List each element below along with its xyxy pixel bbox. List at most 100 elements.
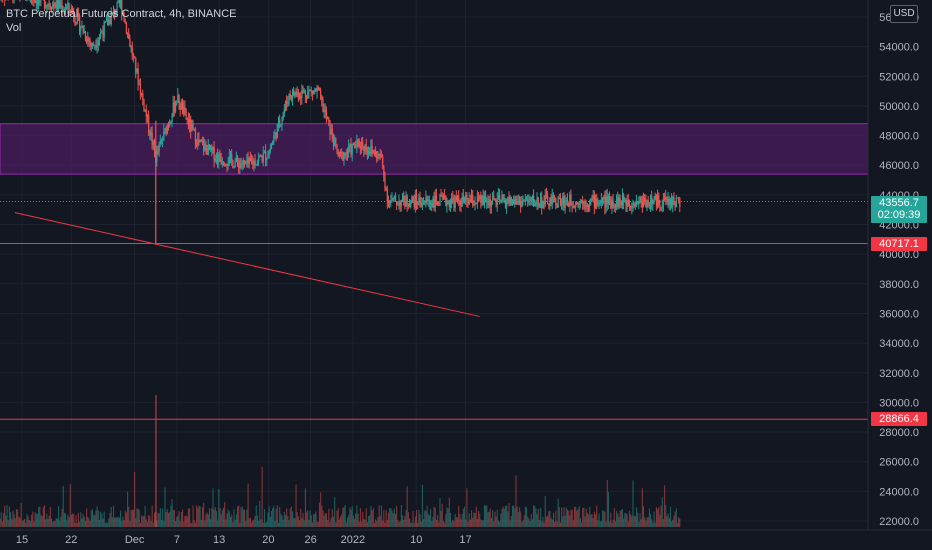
volume-bar: [549, 510, 551, 527]
volume-bar: [678, 517, 680, 527]
candle-body: [187, 118, 190, 126]
volume-bar: [595, 514, 597, 527]
candle-body: [207, 144, 209, 155]
volume-bar: [607, 492, 609, 527]
currency-button[interactable]: USD: [890, 5, 918, 23]
volume-bar: [182, 509, 184, 527]
volume-bar: [156, 520, 158, 527]
candle-body: [454, 196, 456, 208]
candle-body: [628, 205, 631, 207]
candle-body: [492, 195, 494, 201]
candle-body: [143, 99, 145, 111]
candle-body: [178, 95, 180, 107]
volume-bar: [585, 508, 587, 527]
volume-bar: [365, 508, 367, 527]
volume-bar: [558, 507, 560, 527]
candle-body: [582, 200, 584, 204]
candle-body: [406, 196, 408, 205]
price-tick-label: 36000.0: [879, 308, 919, 320]
candle-body: [352, 143, 355, 145]
volume-bar: [548, 511, 550, 527]
volume-bar: [219, 508, 221, 527]
price-tick-label: 40000.0: [879, 249, 919, 261]
volume-bar: [296, 512, 298, 527]
candle-body: [74, 17, 76, 23]
candle-body: [277, 119, 280, 125]
volume-bar: [6, 505, 8, 527]
candle-body: [483, 195, 486, 205]
volume-bar: [633, 515, 635, 527]
volume-bar: [396, 505, 398, 527]
trend-line[interactable]: [14, 212, 480, 317]
volume-bar: [86, 508, 88, 527]
volume-bar: [90, 510, 92, 527]
candle-body: [252, 161, 254, 165]
volume-bar: [610, 512, 612, 527]
candle-body: [183, 106, 185, 114]
candle-body: [276, 124, 278, 139]
volume-bar: [598, 513, 600, 527]
candle-body: [639, 197, 641, 202]
volume-bar: [463, 506, 466, 527]
volume-bar: [488, 511, 490, 527]
volume-bar: [597, 520, 599, 527]
candle-body: [387, 201, 390, 204]
volume-bars: [0, 395, 681, 527]
candle-body: [421, 204, 424, 207]
volume-bar: [535, 508, 537, 527]
candle-body: [265, 151, 267, 161]
volume-bar: [272, 507, 274, 527]
candle-body: [625, 200, 627, 207]
volume-bar: [178, 511, 180, 527]
volume-bar: [444, 522, 446, 527]
volume-bar: [397, 520, 399, 527]
last-price-value: 43556.7: [879, 197, 919, 209]
volume-bar: [276, 505, 278, 527]
volume-bar: [58, 505, 60, 527]
volume-bar: [521, 522, 523, 527]
volume-bar: [451, 522, 453, 527]
volume-bar: [449, 512, 452, 527]
volume-bar: [672, 519, 674, 527]
time-tick-label: 15: [16, 534, 28, 546]
candle-body: [403, 195, 405, 203]
candle-body: [489, 198, 491, 207]
volume-bar: [577, 509, 579, 527]
candle-body: [508, 197, 510, 204]
candle-body: [405, 196, 407, 207]
candle-body: [73, 12, 75, 18]
candle-body: [246, 158, 248, 163]
level-tag-2: 28866.4: [871, 412, 927, 426]
volume-bar: [516, 506, 518, 527]
candle-body: [671, 199, 673, 208]
volume-bar: [620, 509, 622, 527]
volume-bar: [317, 521, 319, 527]
candle-body: [52, 3, 54, 10]
volume-bar: [537, 508, 539, 527]
candle-body: [103, 22, 105, 37]
volume-bar: [203, 502, 205, 527]
candle-body: [225, 164, 227, 166]
candle-body: [258, 157, 260, 162]
candle-body: [35, 0, 37, 3]
candle-body: [245, 161, 247, 163]
candle-body: [465, 194, 467, 199]
candle-body: [148, 114, 150, 132]
candle-body: [472, 195, 474, 205]
candle-body: [151, 132, 153, 145]
candle-body: [665, 197, 667, 200]
volume-bar: [94, 515, 96, 527]
volume-bar: [393, 508, 395, 527]
candle-body: [669, 199, 672, 206]
volume-bar: [664, 485, 666, 527]
volume-bar: [406, 486, 408, 527]
candle-body: [425, 197, 427, 202]
volume-bar: [81, 518, 83, 527]
volume-bar: [411, 522, 413, 527]
volume-bar: [253, 519, 255, 527]
volume-bar: [572, 520, 574, 527]
candle-body: [220, 159, 222, 164]
volume-bar: [14, 518, 16, 527]
candle-body: [331, 129, 333, 140]
